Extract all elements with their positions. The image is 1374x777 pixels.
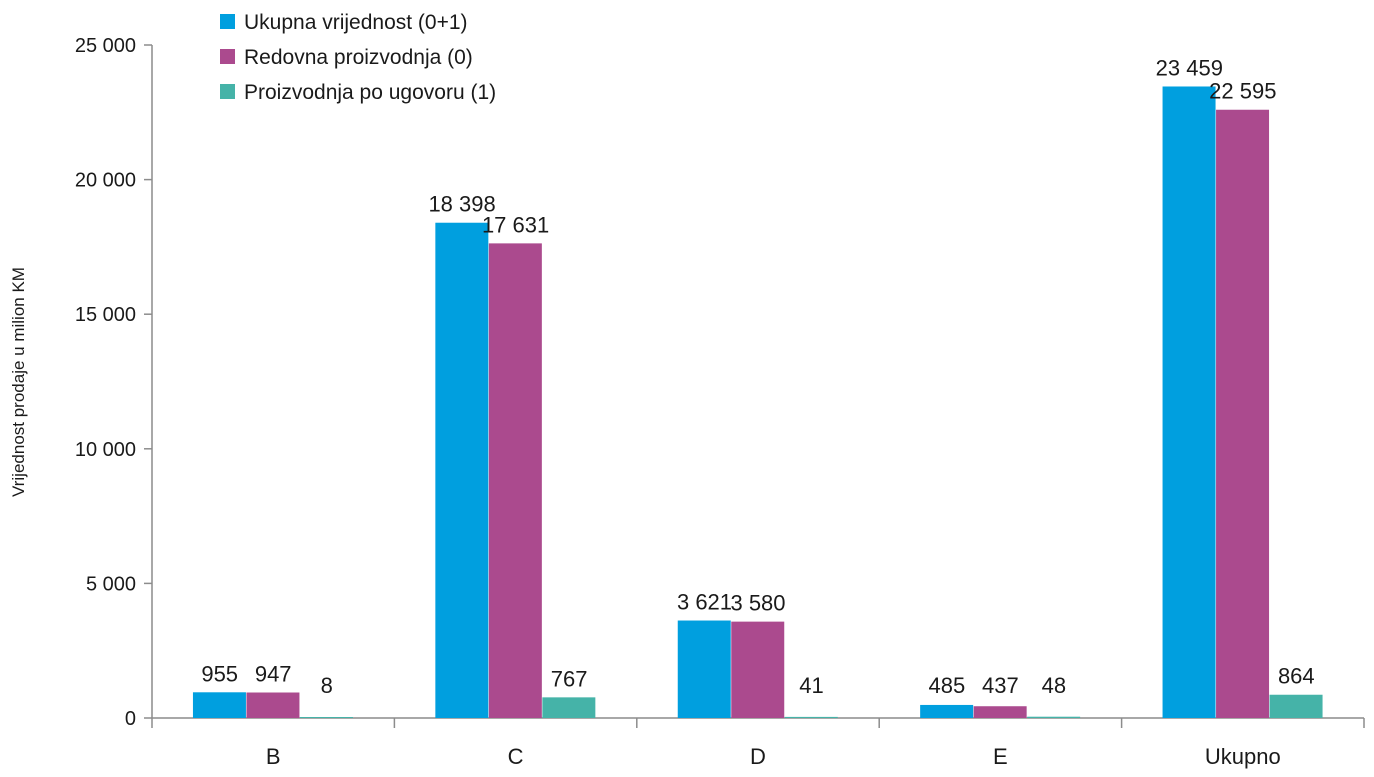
y-tick-label: 10 000 xyxy=(75,439,136,461)
bar xyxy=(973,706,1027,718)
x-tick-label: D xyxy=(750,744,766,769)
y-axis-label: Vrijednost prodaje u milion KM xyxy=(9,267,28,497)
data-label: 947 xyxy=(255,662,292,687)
x-tick-label: B xyxy=(266,744,281,769)
legend-label: Proizvodnja po ugovoru (1) xyxy=(244,81,496,104)
y-tick-label: 20 000 xyxy=(75,170,136,192)
x-tick-label: C xyxy=(508,744,524,769)
data-label: 18 398 xyxy=(428,192,495,217)
legend: Ukupna vrijednost (0+1) Redovna proizvodn… xyxy=(220,11,496,104)
bar xyxy=(299,717,353,718)
data-label: 48 xyxy=(1042,673,1066,698)
bar xyxy=(784,716,838,718)
data-label: 955 xyxy=(201,661,238,686)
bar xyxy=(1162,86,1216,719)
bar xyxy=(731,621,785,718)
y-tick-label: 25 000 xyxy=(75,35,136,57)
bar xyxy=(542,697,596,718)
data-label: 22 595 xyxy=(1209,79,1276,104)
data-label: 864 xyxy=(1278,664,1315,689)
legend-swatch xyxy=(220,14,235,29)
bar xyxy=(192,692,246,718)
bar xyxy=(677,620,731,718)
data-label: 8 xyxy=(321,673,333,698)
data-label: 41 xyxy=(799,673,823,698)
x-axis: B C D E Ukupno xyxy=(151,717,1365,769)
data-label: 3 621 xyxy=(677,590,732,615)
y-tick-label: 5 000 xyxy=(86,573,136,595)
data-label: 17 631 xyxy=(482,212,549,237)
y-axis: 0 5 000 10 000 15 000 20 000 25 000 xyxy=(75,35,153,730)
bar xyxy=(1269,694,1323,718)
y-tick-label: 15 000 xyxy=(75,304,136,326)
bar xyxy=(246,692,300,718)
legend-swatch xyxy=(220,84,235,99)
data-label: 23 459 xyxy=(1156,55,1223,80)
bars xyxy=(192,86,1323,719)
x-tick-label: E xyxy=(993,744,1008,769)
bar xyxy=(1216,109,1270,718)
bar xyxy=(1027,716,1081,718)
bar xyxy=(435,222,489,719)
bar xyxy=(488,243,542,718)
y-tick-label: 0 xyxy=(125,708,136,730)
legend-label: Ukupna vrijednost (0+1) xyxy=(244,11,468,34)
bar xyxy=(920,704,974,718)
legend-swatch xyxy=(220,49,235,64)
legend-label: Redovna proizvodnja (0) xyxy=(244,46,473,69)
data-label: 767 xyxy=(551,666,588,691)
x-tick-label: Ukupno xyxy=(1205,744,1281,769)
data-label: 485 xyxy=(929,673,966,698)
data-label: 437 xyxy=(982,673,1019,698)
data-label: 3 580 xyxy=(730,591,785,616)
